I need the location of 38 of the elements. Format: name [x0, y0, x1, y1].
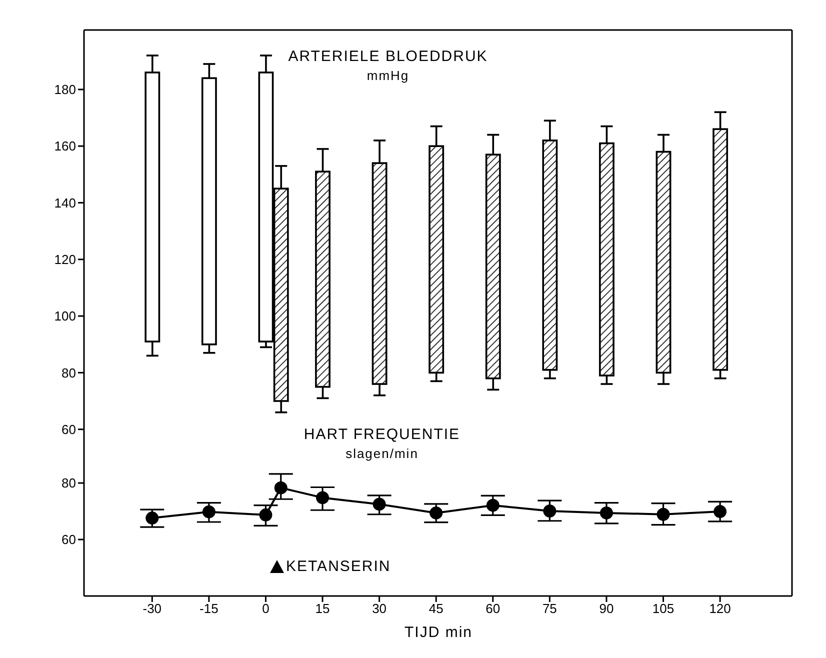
- x-tick-label: -15: [200, 601, 218, 616]
- annotation: KETANSERIN: [286, 558, 391, 575]
- point: [202, 505, 216, 518]
- x-tick-label: 15: [315, 601, 330, 616]
- annotation: mmHg: [366, 68, 410, 83]
- y-tick-label: 160: [54, 138, 76, 154]
- point: [600, 506, 613, 520]
- y-tick-label: 140: [54, 195, 76, 210]
- y-tick-label: 60: [62, 532, 76, 548]
- point: [372, 498, 386, 511]
- point: [430, 506, 443, 520]
- annotation: ARTERIELE BLOEDDRUK: [288, 48, 488, 65]
- point: [714, 505, 727, 518]
- annotation: slagen/min: [346, 446, 418, 461]
- point: [316, 491, 330, 504]
- point: [656, 508, 670, 521]
- y-tick-label: 100: [54, 308, 76, 324]
- point: [486, 498, 500, 512]
- y-tick-label: 80: [62, 476, 76, 491]
- point: [274, 481, 288, 494]
- x-tick-label: 30: [372, 601, 387, 616]
- y-tick-label: 120: [54, 252, 76, 268]
- x-tick-label: 0: [262, 601, 270, 616]
- y-tick-label: 80: [62, 365, 76, 380]
- y-tick-label: 180: [54, 82, 76, 98]
- x-tick-label: 120: [709, 601, 731, 616]
- y-tick-label: 60: [62, 422, 76, 437]
- x-tick-label: 45: [428, 601, 444, 616]
- x-tick-label: 105: [652, 601, 674, 616]
- x-tick-label: 90: [599, 601, 614, 616]
- point: [259, 508, 272, 522]
- x-tick-label: -30: [142, 601, 162, 616]
- x-tick-label: 75: [542, 601, 557, 616]
- x-tick-label: 60: [486, 601, 500, 616]
- annotation: HART FREQUENTIE: [304, 426, 460, 443]
- point: [543, 504, 556, 518]
- point: [146, 512, 159, 525]
- x-axis-title: TIJD min: [404, 624, 472, 641]
